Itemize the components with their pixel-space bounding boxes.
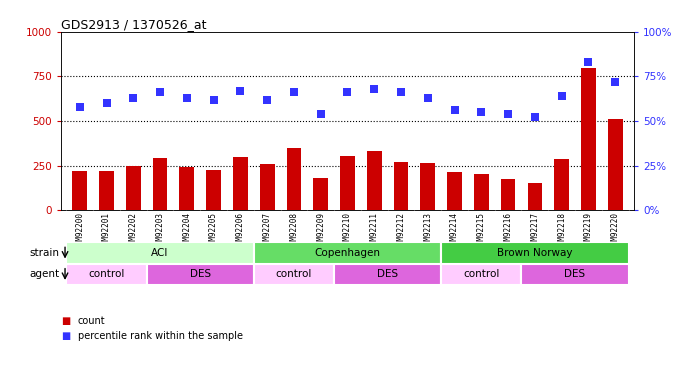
Text: GSM92203: GSM92203 (155, 212, 165, 249)
Text: GSM92202: GSM92202 (129, 212, 138, 249)
Point (583, 59, 594, 65)
Text: DES: DES (190, 269, 211, 279)
Text: GSM92216: GSM92216 (504, 212, 513, 249)
Bar (206, 170, 221, 210)
Text: GSM92210: GSM92210 (343, 212, 352, 249)
Text: ACI: ACI (151, 248, 169, 258)
Bar (180, 167, 194, 210)
Point (315, 111, 326, 117)
Text: GSM92200: GSM92200 (75, 212, 84, 249)
Text: ■: ■ (61, 316, 71, 326)
Bar (608, 119, 622, 210)
Bar (126, 166, 140, 210)
Bar (260, 164, 275, 210)
Bar (521, 264, 629, 285)
Bar (367, 151, 382, 210)
Point (75, 104, 85, 110)
Point (369, 86, 380, 92)
Bar (474, 174, 489, 210)
Point (610, 79, 620, 85)
Text: GSM92208: GSM92208 (290, 212, 298, 249)
Bar (340, 156, 355, 210)
Text: GSM92201: GSM92201 (102, 212, 111, 249)
Bar (73, 171, 87, 210)
Bar (581, 68, 596, 210)
Point (502, 111, 513, 117)
Point (342, 90, 353, 96)
Point (449, 107, 460, 113)
Text: count: count (78, 316, 106, 326)
Bar (66, 242, 254, 264)
Bar (420, 163, 435, 210)
Bar (287, 148, 301, 210)
Point (556, 93, 567, 99)
Text: GSM92219: GSM92219 (584, 212, 593, 249)
Bar (313, 178, 328, 210)
Text: GDS2913 / 1370526_at: GDS2913 / 1370526_at (61, 18, 207, 31)
Bar (447, 172, 462, 210)
Point (262, 97, 273, 103)
Text: GSM92212: GSM92212 (397, 212, 405, 249)
Point (182, 95, 193, 101)
Text: GSM92213: GSM92213 (423, 212, 433, 249)
Text: GSM92205: GSM92205 (209, 212, 218, 249)
Point (422, 95, 433, 101)
Text: control: control (88, 269, 125, 279)
Bar (254, 264, 334, 285)
Text: Copenhagen: Copenhagen (315, 248, 380, 258)
Point (208, 97, 219, 103)
Text: control: control (276, 269, 312, 279)
Text: percentile rank within the sample: percentile rank within the sample (78, 331, 243, 340)
Text: strain: strain (30, 248, 60, 258)
Bar (66, 264, 146, 285)
Bar (146, 264, 254, 285)
Point (289, 90, 300, 96)
Point (128, 95, 139, 101)
Bar (441, 242, 629, 264)
Text: Brown Norway: Brown Norway (497, 248, 573, 258)
Text: GSM92214: GSM92214 (450, 212, 459, 249)
Point (395, 90, 406, 96)
Text: DES: DES (565, 269, 586, 279)
Text: GSM92204: GSM92204 (182, 212, 191, 249)
Bar (153, 158, 167, 210)
Text: GSM92211: GSM92211 (370, 212, 379, 249)
Text: GSM92215: GSM92215 (477, 212, 486, 249)
Text: GSM92218: GSM92218 (557, 212, 566, 249)
Text: control: control (463, 269, 500, 279)
Point (101, 100, 112, 106)
Bar (334, 264, 441, 285)
Bar (233, 157, 247, 210)
Text: agent: agent (30, 269, 60, 279)
Text: GSM92220: GSM92220 (611, 212, 620, 249)
Bar (501, 179, 515, 210)
Bar (394, 162, 408, 210)
Point (155, 90, 165, 96)
Text: GSM92209: GSM92209 (316, 212, 325, 249)
Text: GSM92207: GSM92207 (262, 212, 272, 249)
Point (476, 109, 487, 115)
Bar (555, 159, 569, 210)
Text: GSM92206: GSM92206 (236, 212, 245, 249)
Text: GSM92217: GSM92217 (530, 212, 540, 249)
Bar (99, 171, 114, 210)
Bar (527, 183, 542, 210)
Bar (254, 242, 441, 264)
Point (235, 88, 246, 94)
Text: ■: ■ (61, 331, 71, 340)
Point (530, 114, 540, 120)
Text: DES: DES (377, 269, 398, 279)
Bar (441, 264, 521, 285)
